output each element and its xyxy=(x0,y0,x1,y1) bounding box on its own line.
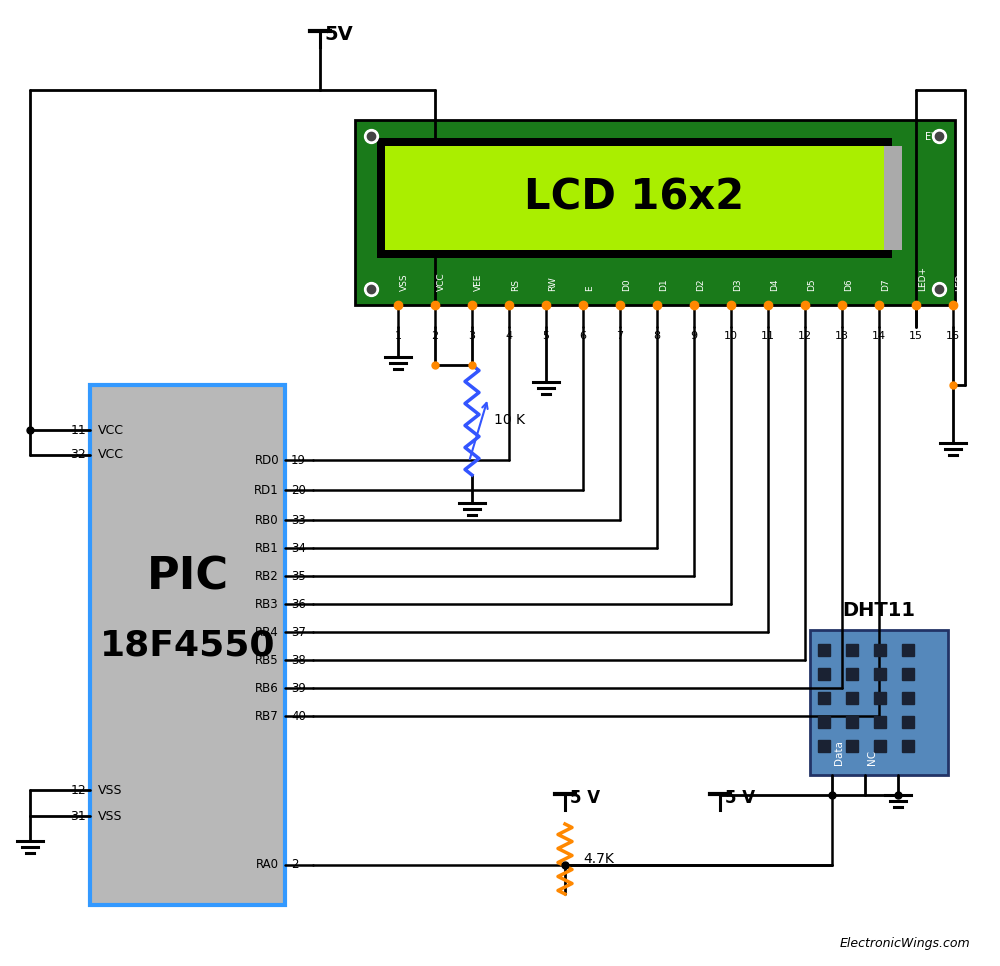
Text: 11: 11 xyxy=(70,423,86,437)
Text: ElectronicWings.com: ElectronicWings.com xyxy=(839,937,970,950)
Text: 34: 34 xyxy=(291,542,306,554)
Text: NC: NC xyxy=(867,750,877,765)
Text: 10 K: 10 K xyxy=(494,413,525,427)
Text: 38: 38 xyxy=(291,654,306,667)
Text: RB7: RB7 xyxy=(255,709,279,723)
Text: 19: 19 xyxy=(291,453,306,467)
Text: 40: 40 xyxy=(291,709,306,723)
Text: 5: 5 xyxy=(542,331,550,341)
Text: RB2: RB2 xyxy=(255,570,279,582)
Text: D7: D7 xyxy=(881,278,890,291)
Text: 39: 39 xyxy=(291,681,306,695)
Text: RB5: RB5 xyxy=(255,654,279,667)
Bar xyxy=(810,630,948,775)
Text: 5V: 5V xyxy=(324,25,353,44)
Text: D0: D0 xyxy=(622,278,631,291)
Text: DHT11: DHT11 xyxy=(842,601,916,619)
Text: RB6: RB6 xyxy=(255,681,279,695)
Text: 20: 20 xyxy=(291,484,306,497)
Text: VSS: VSS xyxy=(400,273,409,291)
Text: RS: RS xyxy=(511,279,520,291)
Text: D1: D1 xyxy=(659,278,668,291)
Text: 36: 36 xyxy=(291,598,306,611)
Text: 12: 12 xyxy=(70,783,86,797)
Text: 11: 11 xyxy=(761,331,775,341)
Text: 1: 1 xyxy=(394,331,402,341)
Text: VCC: VCC xyxy=(98,448,124,462)
Text: VSS: VSS xyxy=(98,810,122,822)
Text: LED+: LED+ xyxy=(918,266,927,291)
Text: LCD 16x2: LCD 16x2 xyxy=(524,177,745,219)
Text: 9: 9 xyxy=(690,331,698,341)
Text: 32: 32 xyxy=(70,448,86,462)
Text: 5 V: 5 V xyxy=(725,789,755,807)
Text: 18F4550: 18F4550 xyxy=(100,628,275,662)
Text: RB0: RB0 xyxy=(255,514,279,526)
Bar xyxy=(385,146,884,250)
Text: 33: 33 xyxy=(291,514,306,526)
Bar xyxy=(355,120,955,305)
Text: VEE: VEE xyxy=(474,273,483,291)
Text: VSS: VSS xyxy=(98,783,122,797)
Text: D2: D2 xyxy=(696,278,705,291)
Text: D5: D5 xyxy=(807,278,816,291)
Text: 16: 16 xyxy=(946,331,960,341)
Text: 7: 7 xyxy=(616,331,624,341)
Text: E: E xyxy=(585,285,594,291)
Text: RD0: RD0 xyxy=(254,453,279,467)
Text: D4: D4 xyxy=(770,278,779,291)
Text: 37: 37 xyxy=(291,626,306,639)
Text: 35: 35 xyxy=(291,570,306,582)
Text: 10: 10 xyxy=(724,331,738,341)
Text: RB3: RB3 xyxy=(255,598,279,611)
Bar xyxy=(884,146,902,250)
Text: 4: 4 xyxy=(505,331,513,341)
Bar xyxy=(90,385,285,905)
Text: VCC: VCC xyxy=(437,272,446,291)
Text: 4.7K: 4.7K xyxy=(583,852,614,866)
Text: D6: D6 xyxy=(844,278,853,291)
Text: 8: 8 xyxy=(653,331,661,341)
Text: D3: D3 xyxy=(733,278,742,291)
Text: EW: EW xyxy=(925,132,941,142)
Text: RD1: RD1 xyxy=(254,484,279,497)
Text: 12: 12 xyxy=(798,331,812,341)
Text: 5 V: 5 V xyxy=(570,789,600,807)
Text: VCC: VCC xyxy=(98,423,124,437)
Text: LED-: LED- xyxy=(955,270,964,291)
Text: 3: 3 xyxy=(468,331,476,341)
Text: 13: 13 xyxy=(835,331,849,341)
Text: 14: 14 xyxy=(872,331,886,341)
Text: RA0: RA0 xyxy=(256,859,279,871)
Text: RW: RW xyxy=(548,276,557,291)
Text: 2: 2 xyxy=(291,859,298,871)
Text: PIC: PIC xyxy=(146,555,229,599)
Text: 6: 6 xyxy=(580,331,586,341)
Text: Data: Data xyxy=(834,740,844,765)
Text: 2: 2 xyxy=(431,331,439,341)
Text: RB1: RB1 xyxy=(255,542,279,554)
Text: RB4: RB4 xyxy=(255,626,279,639)
Text: 31: 31 xyxy=(70,810,86,822)
Bar xyxy=(377,138,892,258)
Text: 15: 15 xyxy=(909,331,923,341)
